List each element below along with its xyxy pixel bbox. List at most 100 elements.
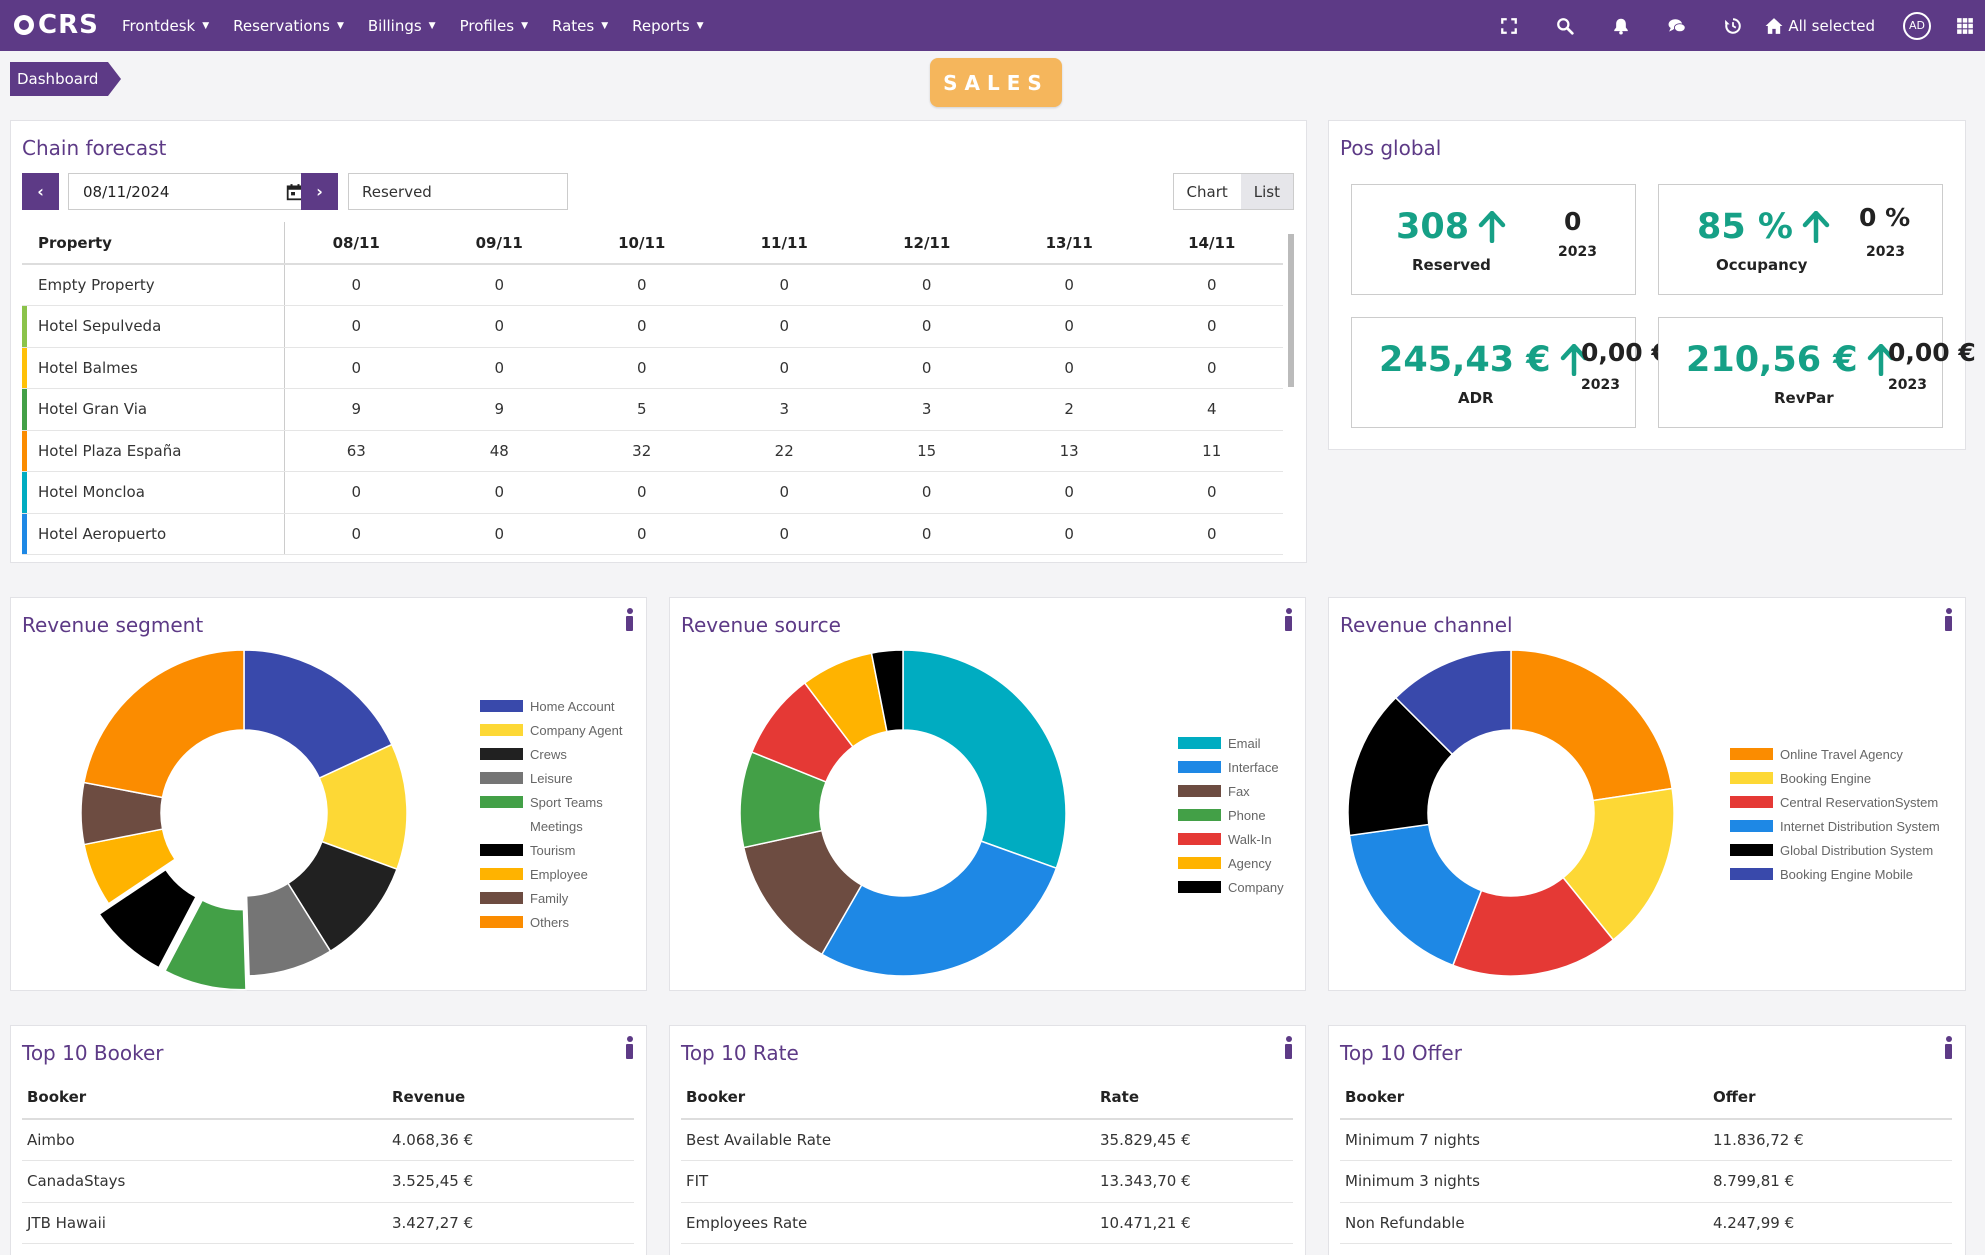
donut-slice[interactable]	[870, 649, 904, 733]
info-icon[interactable]	[1284, 608, 1294, 632]
forecast-value-cell: 0	[997, 513, 1141, 555]
chart-view-button[interactable]: Chart	[1186, 182, 1228, 201]
legend-item[interactable]: Email	[1178, 731, 1284, 755]
donut-slice[interactable]	[1348, 823, 1483, 967]
chat-icon[interactable]	[1649, 0, 1705, 51]
menu-item-rates[interactable]: Rates ▼	[540, 0, 620, 51]
menu-item-profiles[interactable]: Profiles ▼	[448, 0, 540, 51]
info-icon[interactable]	[625, 1036, 635, 1060]
scrollbar-thumb[interactable]	[1288, 234, 1294, 387]
legend-item[interactable]: Agency	[1178, 851, 1284, 875]
table-row[interactable]: Minimum 3 nights 8.799,81 €	[1340, 1160, 1952, 1203]
search-icon[interactable]	[1537, 0, 1593, 51]
forecast-value-cell: 0	[570, 471, 713, 514]
apps-grid-icon[interactable]	[1945, 0, 1985, 51]
revenue-source-panel: Revenue source Email Interface Fax Phone Wal…	[669, 597, 1306, 991]
table-row[interactable]: Aimbo 4.068,36 €	[22, 1119, 634, 1161]
forecast-value-cell: 0	[284, 513, 428, 555]
legend-item[interactable]: Booking Engine	[1730, 766, 1940, 790]
legend-label: Global Distribution System	[1780, 842, 1934, 858]
user-avatar[interactable]: AD	[1903, 11, 1931, 40]
table-row[interactable]: JTB Hawaii 3.427,27 €	[22, 1202, 634, 1244]
legend-item[interactable]: Leisure	[480, 766, 623, 790]
table-row[interactable]: Hotel Moncloa 0 0 0 0 0 0 0	[22, 471, 1283, 514]
table-row[interactable]: Hotel Plaza España 63 48 32 22 15 13 11	[22, 430, 1283, 472]
revenue-source-donut[interactable]	[723, 633, 1083, 993]
donut-slice[interactable]	[243, 649, 393, 780]
table-scrollbar[interactable]	[1288, 226, 1294, 556]
legend-item[interactable]: Family	[480, 886, 623, 910]
revenue-segment-title: Revenue segment	[22, 613, 204, 637]
legend-item[interactable]: Others	[480, 910, 623, 934]
legend-item[interactable]: Company	[1178, 875, 1284, 899]
donut-slice[interactable]	[820, 840, 1058, 977]
crs-logo[interactable]: CRS	[14, 10, 99, 40]
breadcrumb[interactable]: Dashboard	[10, 62, 122, 96]
table-row[interactable]: Best Available Rate 35.829,45 €	[681, 1119, 1293, 1161]
bell-icon[interactable]	[1593, 0, 1649, 51]
menu-item-reports[interactable]: Reports ▼	[620, 0, 715, 51]
caret-down-icon: ▼	[601, 20, 609, 31]
legend-item[interactable]: Walk-In	[1178, 827, 1284, 851]
legend-item[interactable]: Global Distribution System	[1730, 838, 1940, 862]
menu-item-billings[interactable]: Billings ▼	[356, 0, 448, 51]
legend-item[interactable]: Home Account	[480, 694, 623, 718]
legend-item[interactable]: Interface	[1178, 755, 1284, 779]
info-icon[interactable]	[1284, 1036, 1294, 1060]
previous-date-button[interactable]: ‹	[22, 173, 59, 210]
legend-item[interactable]: Meetings	[480, 814, 623, 838]
info-icon[interactable]	[1944, 608, 1954, 632]
donut-slice[interactable]	[1394, 649, 1512, 756]
table-row[interactable]: Employees Rate 10.471,21 €	[681, 1202, 1293, 1244]
legend-item[interactable]: Sport Teams	[480, 790, 623, 814]
table-row[interactable]: Non Refundable 4.247,99 €	[1340, 1202, 1952, 1244]
donut-slice[interactable]	[98, 868, 198, 969]
legend-item[interactable]: Booking Engine Mobile	[1730, 862, 1940, 886]
menu-item-frontdesk[interactable]: Frontdesk ▼	[110, 0, 221, 51]
legend-item[interactable]: Crews	[480, 742, 623, 766]
legend-swatch	[1730, 796, 1773, 808]
legend-item[interactable]: Online Travel Agency	[1730, 742, 1940, 766]
fullscreen-icon[interactable]	[1481, 0, 1537, 51]
table-row[interactable]: Hotel Sepulveda 0 0 0 0 0 0 0	[22, 305, 1283, 348]
table-row[interactable]: Hotel Balmes 0 0 0 0 0 0 0	[22, 347, 1283, 389]
legend-item[interactable]: Fax	[1178, 779, 1284, 803]
legend-item[interactable]: Phone	[1178, 803, 1284, 827]
legend-item[interactable]: Internet Distribution System	[1730, 814, 1940, 838]
donut-slice[interactable]	[1510, 649, 1674, 802]
donut-slice[interactable]	[164, 899, 247, 991]
revenue-channel-donut[interactable]	[1331, 633, 1691, 993]
donut-slice[interactable]	[83, 649, 245, 799]
table-row[interactable]: CanadaStays 3.525,45 €	[22, 1160, 634, 1203]
history-icon[interactable]	[1705, 0, 1761, 51]
legend-item[interactable]: Central ReservationSystem	[1730, 790, 1940, 814]
top-rate-panel: Top 10 Rate Booker Rate Best Available Rat…	[669, 1025, 1306, 1255]
forecast-value-cell: 0	[712, 264, 856, 306]
legend-item[interactable]: Employee	[480, 862, 623, 886]
donut-slice[interactable]	[902, 649, 1067, 870]
info-icon[interactable]	[625, 608, 635, 632]
date-field[interactable]: 08/11/2024	[68, 173, 312, 210]
legend-item[interactable]: Tourism	[480, 838, 623, 862]
table-row[interactable]: FIT 13.343,70 €	[681, 1160, 1293, 1203]
legend-swatch	[1178, 857, 1221, 869]
table-row[interactable]: Empty Property 0 0 0 0 0 0 0	[22, 264, 1283, 306]
donut-slice[interactable]	[245, 882, 332, 977]
home-icon	[1765, 17, 1783, 34]
table-row[interactable]: Hotel Aeropuerto 0 0 0 0 0 0 0	[22, 513, 1283, 555]
revenue-segment-donut[interactable]	[64, 633, 424, 993]
status-select[interactable]: Reserved	[348, 173, 568, 210]
next-date-button[interactable]: ›	[301, 173, 338, 210]
table-row[interactable]: Hotel Gran Via 9 9 5 3 3 2 4	[22, 388, 1283, 431]
menu-item-reservations[interactable]: Reservations ▼	[221, 0, 356, 51]
list-view-button[interactable]: List	[1240, 174, 1293, 209]
forecast-value-cell: 0	[712, 513, 856, 555]
hotel-selector[interactable]: All selected	[1761, 17, 1889, 35]
amount-cell: 11.836,72 €	[1708, 1119, 1952, 1161]
info-icon[interactable]	[1944, 1036, 1954, 1060]
revenue-channel-legend: Online Travel Agency Booking Engine Centra…	[1730, 742, 1940, 886]
table-row[interactable]: Minimum 7 nights 11.836,72 €	[1340, 1119, 1952, 1161]
legend-swatch	[1730, 844, 1773, 856]
legend-item[interactable]: Company Agent	[480, 718, 623, 742]
legend-swatch	[480, 796, 523, 808]
